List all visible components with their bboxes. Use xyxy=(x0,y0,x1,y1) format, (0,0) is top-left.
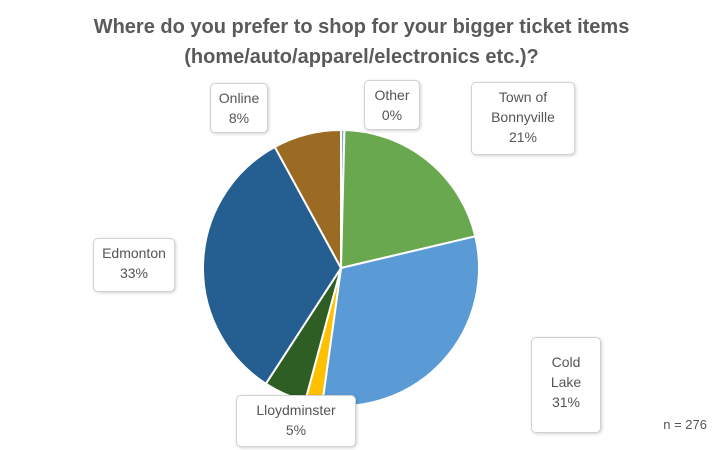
label-cold-lake: Cold Lake 31% xyxy=(531,337,601,433)
pie-slice-town-of-bonnyville xyxy=(339,129,477,270)
pie-slice-online xyxy=(273,128,342,269)
label-edmonton: Edmonton 33% xyxy=(93,238,175,292)
label-other: Other 0% xyxy=(364,80,420,130)
chart-title-line-2: (home/auto/apparel/electronics etc.)? xyxy=(184,46,539,68)
chart-title-line-1: Where do you prefer to shop for your big… xyxy=(93,16,630,38)
label-online: Online 8% xyxy=(210,83,268,133)
chart-title: Where do you prefer to shop for your big… xyxy=(0,12,723,72)
sample-size-note: n = 276 xyxy=(663,417,707,432)
label-town-of-bonnyville: Town of Bonnyville 21% xyxy=(471,82,575,155)
label-lloydminster: Lloydminster 5% xyxy=(236,395,356,447)
